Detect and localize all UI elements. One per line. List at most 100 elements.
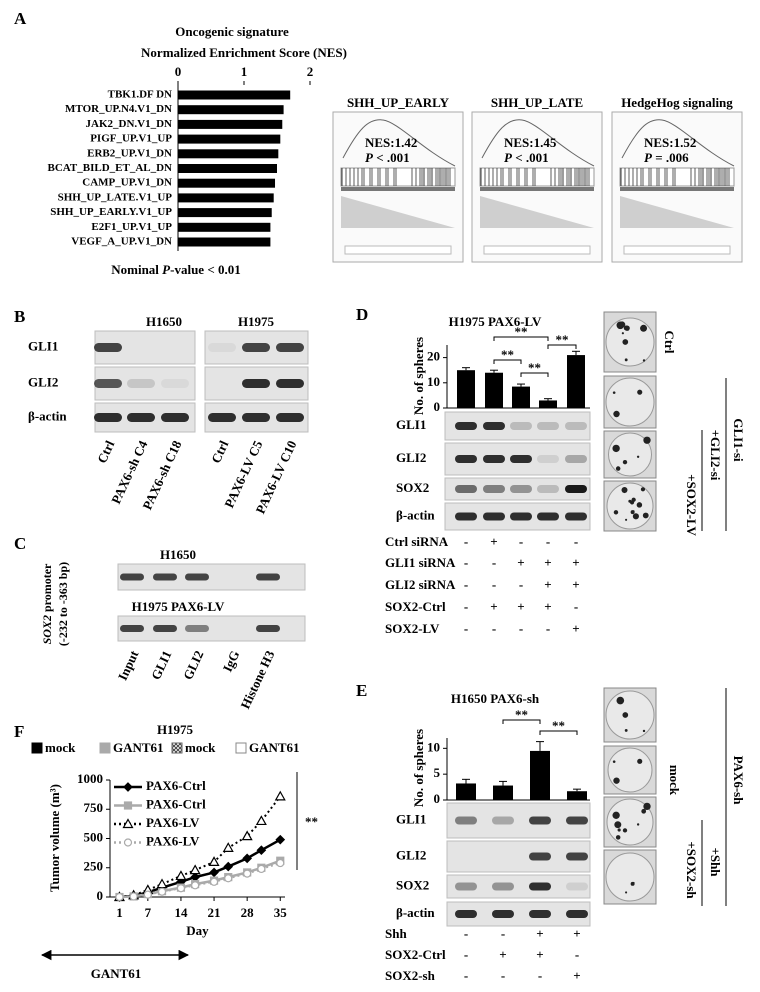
blot-band xyxy=(537,422,559,430)
category-label: VEGF_A_UP.V1_DN xyxy=(71,236,172,248)
chart-title: H1975 xyxy=(157,722,194,737)
treatment-sign: - xyxy=(519,621,523,636)
treatment-sign: - xyxy=(464,968,468,983)
gsea-title: SHH_UP_EARLY xyxy=(347,95,450,110)
blot-band xyxy=(127,379,155,388)
row-label: SOX2 xyxy=(396,877,429,892)
treatment-name: GLI2 siRNA xyxy=(385,577,456,592)
blot-band xyxy=(510,485,532,493)
chart-title: Oncogenic signature xyxy=(175,24,289,39)
blot-band xyxy=(455,816,477,825)
side-label: +SOX2-LV xyxy=(684,474,699,536)
blot-band xyxy=(276,343,304,352)
blot-band xyxy=(483,455,505,463)
treatment-sign: - xyxy=(519,577,523,592)
blot-band xyxy=(510,455,532,463)
treatment-sign: + xyxy=(544,599,551,614)
category-label: BCAT_BILD_ET_AL_DN xyxy=(48,162,173,174)
sphere xyxy=(642,729,646,733)
sphere xyxy=(624,728,628,732)
group-swatch xyxy=(235,742,247,754)
treatment-sign: - xyxy=(519,534,523,549)
sphere xyxy=(643,436,651,444)
y-tick-label: 1000 xyxy=(77,771,103,786)
y-tick-label: 750 xyxy=(84,800,104,815)
blot-band xyxy=(256,625,280,632)
treatment-sign: + xyxy=(544,555,551,570)
bar xyxy=(567,355,585,408)
group-label: mock xyxy=(185,740,216,755)
sphere xyxy=(625,518,628,521)
chart-note-part: P xyxy=(162,262,171,277)
bar xyxy=(456,783,476,800)
gsea-barcode-area xyxy=(479,167,595,187)
blot-band xyxy=(566,816,588,825)
bar xyxy=(512,386,530,408)
significance-bracket xyxy=(493,359,522,364)
sphere-well xyxy=(606,482,654,530)
sphere-well xyxy=(605,690,655,740)
treatment-name: SOX2-Ctrl xyxy=(385,599,446,614)
sphere-well xyxy=(605,377,655,427)
marker xyxy=(209,877,219,886)
treatment-sign: + xyxy=(544,577,551,592)
sphere xyxy=(622,339,629,345)
blot-band xyxy=(256,573,280,581)
sphere xyxy=(642,512,649,519)
row-label: GLI1 xyxy=(396,811,426,826)
y-axis-label: (-232 to -363 bp) xyxy=(56,562,70,646)
panel-label: F xyxy=(14,722,24,741)
panel-label: A xyxy=(14,9,27,28)
sphere xyxy=(642,359,646,362)
bar xyxy=(178,193,274,203)
gsea-title: SHH_UP_LATE xyxy=(491,95,583,110)
error-bar xyxy=(490,369,498,373)
side-label: Ctrl xyxy=(662,330,677,353)
marker xyxy=(157,887,167,896)
treatment-sign: - xyxy=(464,599,468,614)
chart-subtitle: Normalized Enrichment Score (NES) xyxy=(141,45,347,60)
blot-band xyxy=(242,413,270,422)
bar xyxy=(493,785,513,800)
x-tick-label: 1 xyxy=(241,64,248,79)
cell-line: H1650 xyxy=(160,547,196,562)
category-label: SHH_UP_LATE.V1_UP xyxy=(58,191,173,203)
marker xyxy=(256,845,267,856)
y-tick-label: 10 xyxy=(427,739,440,754)
gsea-metric xyxy=(341,196,455,228)
chart-title: H1975 PAX6-LV xyxy=(449,314,542,329)
sphere-well xyxy=(607,747,653,793)
cell-line: H1650 xyxy=(146,314,182,329)
sphere xyxy=(622,828,628,833)
category-label: MTOR_UP.N4.V1_DN xyxy=(65,103,172,115)
treatment-sign: - xyxy=(538,968,542,983)
sphere xyxy=(630,881,635,886)
blot-band xyxy=(208,413,236,422)
treatment-sign: - xyxy=(501,968,505,983)
marker xyxy=(274,790,286,801)
side-label: +SOX2-sh xyxy=(684,841,699,899)
y-axis-label: SOX2 promoter xyxy=(40,563,54,644)
marker xyxy=(123,838,133,847)
x-tick-label: 21 xyxy=(208,905,221,920)
blot-band xyxy=(94,413,122,422)
marker xyxy=(224,874,233,883)
marker xyxy=(129,892,138,901)
side-label: GLI1-si xyxy=(731,418,746,462)
row-label: GLI1 xyxy=(396,417,426,432)
gsea-nes: NES:1.52 xyxy=(644,135,696,150)
treatment-name: SOX2-sh xyxy=(385,968,436,983)
marker xyxy=(241,830,253,841)
treatment-label: GANT61 xyxy=(91,966,142,981)
error-bar xyxy=(462,778,470,784)
gsea-curve xyxy=(342,119,456,167)
significance-label: ** xyxy=(515,707,528,722)
error-bar xyxy=(517,383,525,387)
blot-band xyxy=(185,625,209,632)
panel-label: C xyxy=(14,534,26,553)
significance-label: ** xyxy=(501,347,514,362)
blot-band xyxy=(120,573,144,581)
category-label: JAK2_DN.V1_DN xyxy=(86,118,173,130)
sphere xyxy=(612,444,620,453)
blot-band xyxy=(537,455,559,463)
